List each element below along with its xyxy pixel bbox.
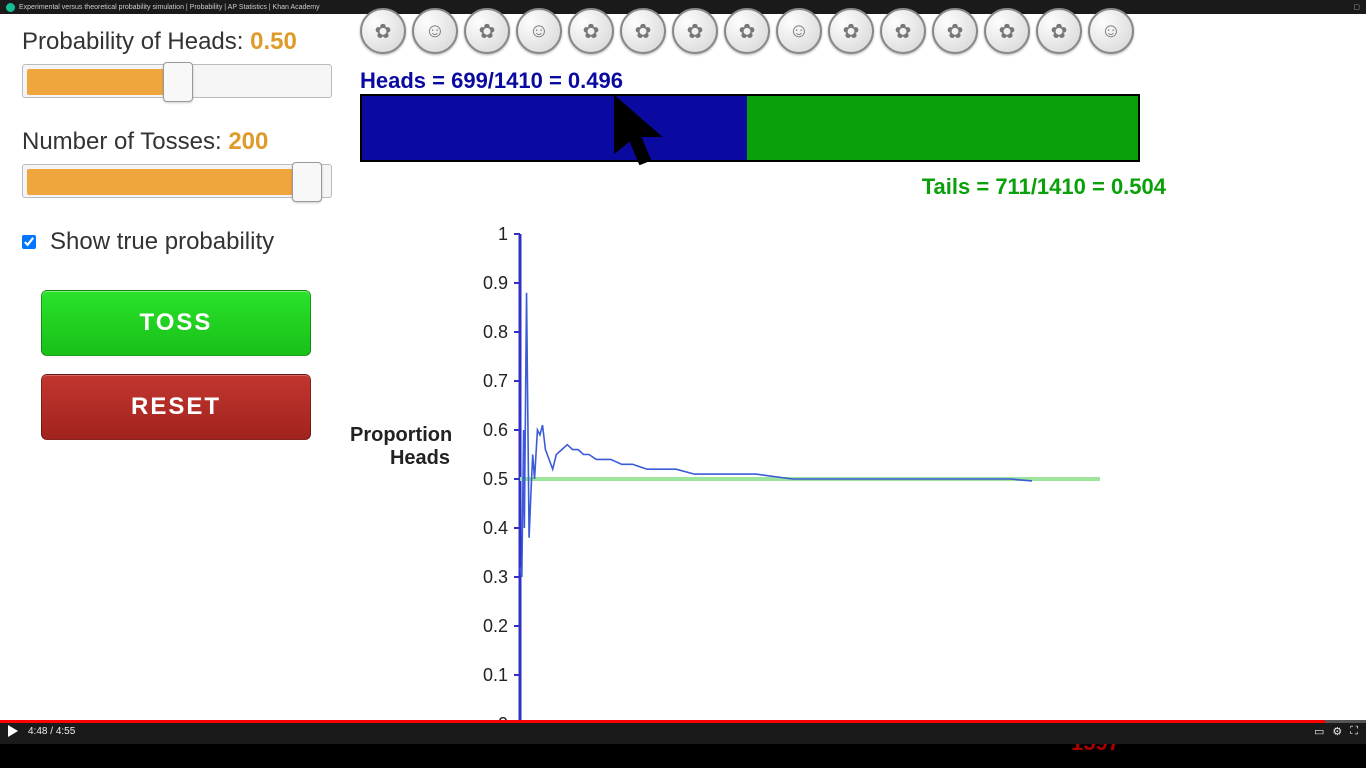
controls-panel: Probability of Heads: 0.50 Number of Tos… bbox=[0, 14, 350, 744]
tails-result-text: Tails = 711/1410 = 0.504 bbox=[922, 174, 1166, 200]
toss-button[interactable]: TOSS bbox=[41, 290, 311, 356]
fullscreen-icon[interactable]: ⛶ bbox=[1350, 725, 1358, 738]
khan-favicon bbox=[6, 3, 15, 12]
time-display: 4:48 / 4:55 bbox=[28, 726, 75, 737]
coin-row: ✿☺✿☺✿✿✿✿☺✿✿✿✿✿☺ bbox=[360, 8, 1356, 54]
video-controls-bar: 4:48 / 4:55 ▭ ⚙ ⛶ bbox=[0, 720, 1366, 744]
svg-text:0.4: 0.4 bbox=[483, 518, 508, 538]
coin: ☺ bbox=[516, 8, 562, 54]
progress-track[interactable] bbox=[0, 720, 1366, 723]
settings-icon[interactable]: ⚙ bbox=[1332, 725, 1342, 738]
show-true-prob-row[interactable]: Show true probability bbox=[22, 228, 330, 256]
prob-slider-thumb[interactable] bbox=[163, 62, 193, 102]
coin: ✿ bbox=[464, 8, 510, 54]
play-icon[interactable] bbox=[8, 725, 18, 737]
prob-heads-value: 0.50 bbox=[250, 28, 297, 55]
svg-text:1: 1 bbox=[498, 224, 508, 244]
coin: ✿ bbox=[880, 8, 926, 54]
tosses-slider[interactable] bbox=[22, 164, 332, 198]
coin: ☺ bbox=[1088, 8, 1134, 54]
svg-text:0.8: 0.8 bbox=[483, 322, 508, 342]
heads-result-text: Heads = 699/1410 = 0.496 bbox=[360, 68, 623, 94]
coin: ✿ bbox=[672, 8, 718, 54]
coin: ☺ bbox=[412, 8, 458, 54]
chart-ylabel: Proportion Heads bbox=[350, 424, 450, 470]
heads-bar-segment bbox=[362, 96, 747, 160]
progress-fill bbox=[0, 720, 1325, 723]
proportion-bar bbox=[360, 94, 1140, 162]
num-tosses-label: Number of Tosses: 200 bbox=[22, 128, 330, 156]
tosses-slider-thumb[interactable] bbox=[292, 162, 322, 202]
proportion-chart: Proportion Heads 00.10.20.30.40.50.60.70… bbox=[350, 224, 1150, 744]
prob-heads-label: Probability of Heads: 0.50 bbox=[22, 28, 330, 56]
reset-button[interactable]: RESET bbox=[41, 374, 311, 440]
coin: ✿ bbox=[724, 8, 770, 54]
coin: ✿ bbox=[984, 8, 1030, 54]
tab-title: Experimental versus theoretical probabil… bbox=[19, 4, 320, 11]
video-frame: Probability of Heads: 0.50 Number of Tos… bbox=[0, 14, 1366, 744]
coin: ☺ bbox=[776, 8, 822, 54]
svg-text:0.7: 0.7 bbox=[483, 371, 508, 391]
show-true-prob-checkbox[interactable] bbox=[22, 235, 36, 249]
coin: ✿ bbox=[1036, 8, 1082, 54]
coin: ✿ bbox=[620, 8, 666, 54]
svg-text:0.5: 0.5 bbox=[483, 469, 508, 489]
svg-text:0.1: 0.1 bbox=[483, 665, 508, 685]
svg-text:0.6: 0.6 bbox=[483, 420, 508, 440]
svg-text:0.2: 0.2 bbox=[483, 616, 508, 636]
results-panel: ✿☺✿☺✿✿✿✿☺✿✿✿✿✿☺ Heads = 699/1410 = 0.496… bbox=[350, 14, 1366, 744]
coin: ✿ bbox=[568, 8, 614, 54]
coin: ✿ bbox=[828, 8, 874, 54]
show-true-prob-label: Show true probability bbox=[50, 228, 274, 256]
chart-svg: 00.10.20.30.40.50.60.70.80.91 bbox=[350, 224, 1150, 744]
svg-text:0.3: 0.3 bbox=[483, 567, 508, 587]
prob-slider[interactable] bbox=[22, 64, 332, 98]
svg-text:0.9: 0.9 bbox=[483, 273, 508, 293]
tails-bar-segment bbox=[747, 96, 1138, 160]
captions-icon[interactable]: ▭ bbox=[1314, 725, 1324, 738]
coin: ✿ bbox=[932, 8, 978, 54]
num-tosses-value: 200 bbox=[228, 128, 268, 155]
coin: ✿ bbox=[360, 8, 406, 54]
